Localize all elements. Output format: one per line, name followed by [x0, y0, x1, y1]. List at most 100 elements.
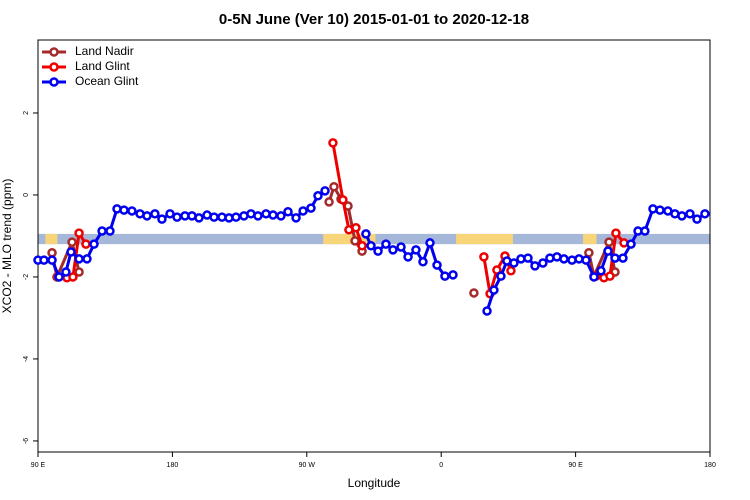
- data-point: [396, 242, 406, 252]
- series: [33, 186, 710, 316]
- data-point: [324, 197, 334, 207]
- land-band: [45, 233, 58, 245]
- data-point: [54, 272, 64, 282]
- data-point: [482, 306, 492, 316]
- data-point: [172, 212, 182, 222]
- x-axis-label: Longitude: [348, 476, 401, 490]
- data-point: [357, 241, 367, 251]
- data-point: [194, 213, 204, 223]
- data-point: [291, 213, 301, 223]
- y-tick-label: 0: [23, 193, 30, 197]
- data-point: [74, 228, 84, 238]
- data-point: [685, 209, 695, 219]
- data-point: [105, 226, 115, 236]
- land-band: [323, 233, 376, 245]
- data-point: [142, 211, 152, 221]
- data-point: [119, 205, 129, 215]
- data-point: [66, 247, 76, 257]
- data-point: [350, 236, 360, 246]
- data-point: [276, 211, 286, 221]
- data-point: [338, 195, 348, 205]
- data-point: [298, 206, 308, 216]
- data-point: [425, 238, 435, 248]
- data-point: [603, 246, 613, 256]
- y-tick-label: -2: [23, 274, 30, 280]
- data-point: [479, 252, 489, 262]
- land-band: [456, 233, 513, 245]
- data-point: [530, 261, 540, 271]
- data-point: [440, 271, 450, 281]
- data-point: [403, 252, 413, 262]
- legend-label: Land Glint: [75, 59, 130, 73]
- x-tick-label: 90 E: [31, 462, 46, 469]
- data-point: [150, 209, 160, 219]
- data-point: [581, 255, 591, 265]
- y-tick-label: -6: [23, 438, 30, 444]
- data-point: [231, 212, 241, 222]
- legend-label: Ocean Glint: [75, 74, 139, 88]
- data-point: [604, 237, 614, 247]
- data-point: [559, 254, 569, 264]
- x-tick-label: 180: [167, 462, 179, 469]
- data-point: [81, 239, 91, 249]
- data-point: [496, 271, 506, 281]
- y-tick-label: 2: [23, 111, 30, 115]
- data-point: [655, 205, 665, 215]
- legend-label: Land Nadir: [75, 44, 134, 58]
- data-point: [611, 228, 621, 238]
- data-point: [610, 253, 620, 263]
- data-point: [584, 248, 594, 258]
- x-tick-label: 180: [704, 462, 716, 469]
- data-point: [523, 253, 533, 263]
- data-point: [692, 214, 702, 224]
- data-point: [74, 267, 84, 277]
- data-point: [157, 214, 167, 224]
- data-point: [373, 246, 383, 256]
- data-point: [82, 254, 92, 264]
- data-point: [381, 239, 391, 249]
- data-point: [351, 223, 361, 233]
- x-tick-label: 90 E: [568, 462, 583, 469]
- data-point: [538, 258, 548, 268]
- data-point: [39, 255, 49, 265]
- data-point: [366, 241, 376, 251]
- series: [62, 138, 629, 299]
- data-point: [127, 206, 137, 216]
- y-tick-label: -4: [23, 356, 30, 362]
- land-band: [583, 233, 597, 245]
- data-point: [313, 191, 323, 201]
- y-axis-label: XCO2 - MLO trend (ppm): [0, 179, 14, 314]
- data-point: [596, 266, 606, 276]
- chart-title: 0-5N June (Ver 10) 2015-01-01 to 2020-12…: [219, 11, 529, 28]
- data-point: [328, 138, 338, 148]
- data-point: [253, 211, 263, 221]
- data-point: [489, 285, 499, 295]
- data-point: [268, 210, 278, 220]
- data-point: [47, 248, 57, 258]
- legend-marker: [49, 62, 59, 72]
- data-point: [68, 272, 78, 282]
- data-point: [506, 266, 516, 276]
- data-point: [97, 226, 107, 236]
- x-tick-label: 90 W: [299, 462, 316, 469]
- data-point: [700, 209, 710, 219]
- data-point: [618, 253, 628, 263]
- data-point: [509, 258, 519, 268]
- data-point: [605, 271, 615, 281]
- data-point: [418, 257, 428, 267]
- data-point: [89, 239, 99, 249]
- data-point: [432, 260, 442, 270]
- data-point: [640, 226, 650, 236]
- legend-marker: [49, 77, 59, 87]
- data-point: [448, 270, 458, 280]
- data-point: [209, 212, 219, 222]
- data-point: [61, 267, 71, 277]
- x-tick-label: 0: [439, 462, 443, 469]
- data-point: [388, 245, 398, 255]
- data-point: [626, 239, 636, 249]
- data-point: [67, 237, 77, 247]
- data-point: [361, 229, 371, 239]
- data-point: [47, 255, 57, 265]
- data-point: [283, 207, 293, 217]
